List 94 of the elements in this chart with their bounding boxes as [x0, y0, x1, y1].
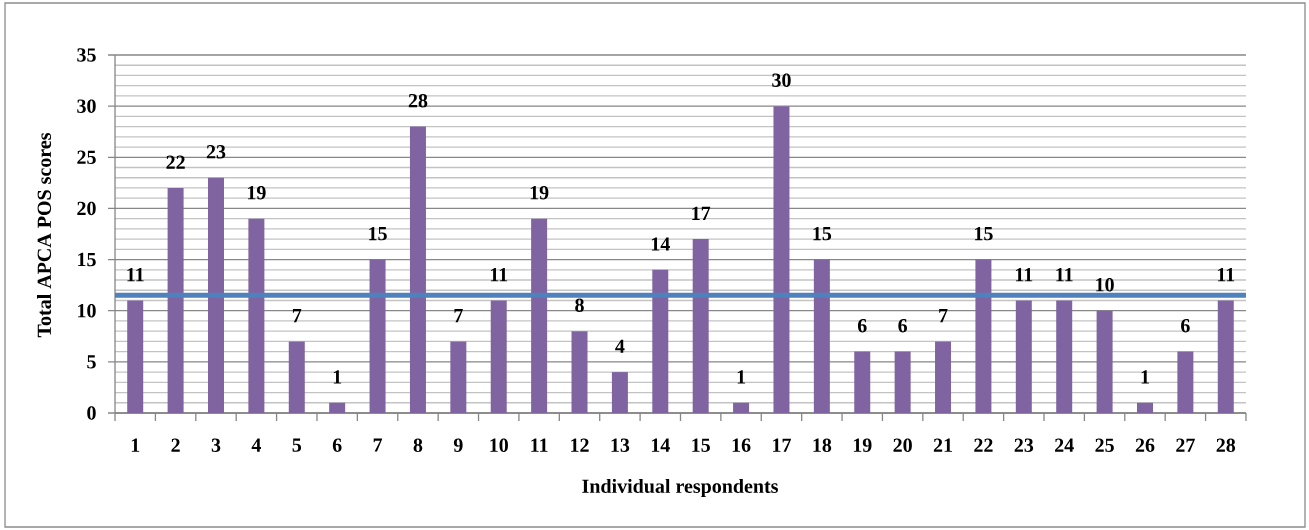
y-tick-label: 30 — [77, 99, 96, 113]
bar — [207, 177, 224, 413]
data-label: 8 — [575, 298, 584, 312]
x-tick-label: 7 — [373, 438, 383, 452]
x-tick-label: 10 — [490, 438, 508, 453]
bar — [611, 372, 628, 413]
data-label: 1 — [1141, 370, 1149, 384]
bar — [248, 218, 265, 413]
bar — [854, 351, 871, 413]
bar — [935, 341, 952, 413]
x-tick-label: 28 — [1216, 438, 1236, 453]
data-label: 11 — [127, 268, 144, 282]
y-tick-label: 35 — [77, 48, 96, 62]
bar — [1217, 300, 1234, 413]
x-tick-label: 16 — [732, 438, 751, 452]
bar — [813, 259, 830, 413]
x-tick-label: 22 — [974, 438, 993, 452]
bar — [652, 269, 669, 413]
x-tick-label: 2 — [171, 438, 180, 452]
x-tick-label: 6 — [332, 438, 342, 452]
x-tick-label: 24 — [1055, 438, 1074, 452]
bar — [773, 106, 790, 413]
bar — [127, 300, 144, 413]
x-tick-label: 1 — [131, 438, 140, 452]
bar — [1096, 310, 1113, 413]
x-tick-label: 23 — [1014, 438, 1034, 452]
bar — [490, 300, 507, 413]
data-label: 19 — [247, 186, 266, 200]
x-tick-label: 15 — [692, 438, 710, 452]
data-label: 6 — [857, 318, 867, 333]
x-tick-label: 14 — [651, 438, 670, 452]
bar — [1015, 300, 1032, 413]
data-label: 6 — [1181, 318, 1190, 333]
bar — [975, 259, 992, 413]
data-label: 11 — [490, 268, 508, 282]
bar — [167, 187, 184, 413]
y-tick-label: 15 — [78, 252, 96, 267]
x-tick-label: 9 — [453, 438, 463, 452]
data-label: 22 — [166, 155, 185, 169]
x-tick-label: 20 — [893, 438, 912, 453]
data-label: 7 — [454, 309, 463, 323]
data-label: 17 — [692, 206, 711, 220]
data-label: 28 — [408, 93, 428, 108]
data-label: 11 — [1056, 268, 1073, 282]
x-tick-label: 18 — [813, 438, 832, 453]
bar — [531, 218, 548, 413]
x-tick-label: 25 — [1095, 438, 1114, 452]
x-tick-label: 8 — [413, 438, 423, 453]
x-tick-label: 12 — [571, 438, 589, 452]
bar — [1136, 402, 1153, 413]
x-tick-label: 5 — [292, 438, 302, 452]
bar — [409, 126, 426, 413]
bar — [571, 331, 588, 413]
x-tick-label: 19 — [853, 438, 872, 452]
data-label: 19 — [530, 186, 549, 200]
y-tick-label: 10 — [78, 303, 96, 318]
bar — [329, 402, 346, 413]
y-tick-label: 20 — [77, 201, 96, 216]
data-label: 11 — [1015, 268, 1033, 282]
x-tick-label: 11 — [531, 438, 548, 452]
data-label: 15 — [813, 226, 832, 241]
bar — [1177, 351, 1194, 413]
bar — [369, 259, 386, 413]
data-label: 15 — [975, 226, 993, 241]
data-label: 7 — [292, 309, 302, 323]
y-tick-label: 25 — [77, 150, 96, 164]
data-label: 14 — [651, 237, 670, 251]
data-label: 23 — [206, 145, 226, 159]
data-label: 4 — [615, 339, 625, 353]
x-tick-label: 3 — [211, 438, 221, 452]
x-tick-label: 26 — [1135, 438, 1155, 452]
data-label: 1 — [333, 370, 342, 384]
x-tick-label: 21 — [933, 438, 952, 452]
x-axis-title: Individual respondents — [582, 478, 778, 498]
data-label: 11 — [1217, 268, 1235, 282]
data-label: 1 — [737, 370, 746, 384]
x-tick-label: 13 — [611, 438, 630, 452]
data-label: 30 — [772, 73, 791, 87]
x-tick-label: 27 — [1176, 438, 1195, 452]
data-label: 7 — [939, 309, 948, 323]
data-label: 10 — [1096, 278, 1114, 292]
bar — [692, 239, 709, 413]
y-axis-title: Total APCA POS scores — [36, 132, 52, 338]
y-tick-label: 0 — [87, 406, 96, 420]
bar — [450, 341, 467, 413]
bar — [288, 341, 305, 413]
x-tick-label: 17 — [773, 438, 791, 452]
data-label: 6 — [898, 318, 908, 333]
bar — [1056, 300, 1073, 413]
bar — [894, 351, 911, 413]
data-label: 15 — [369, 226, 387, 241]
bar — [733, 402, 750, 413]
y-tick-label: 5 — [87, 355, 96, 369]
x-tick-label: 4 — [251, 438, 262, 452]
